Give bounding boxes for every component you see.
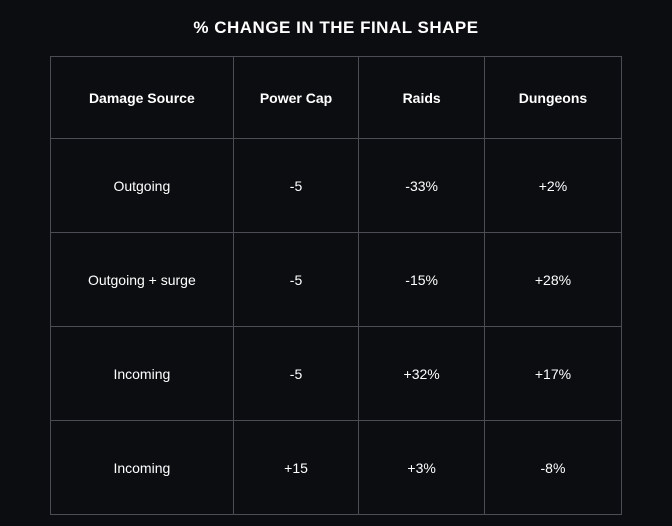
col-header-raids: Raids xyxy=(359,57,485,139)
cell-power-cap: +15 xyxy=(233,421,359,515)
cell-raids: -15% xyxy=(359,233,485,327)
cell-dungeons: -8% xyxy=(484,421,621,515)
col-header-power-cap: Power Cap xyxy=(233,57,359,139)
table-title: % CHANGE IN THE FINAL SHAPE xyxy=(50,18,622,38)
table-row: Incoming -5 +32% +17% xyxy=(51,327,622,421)
col-header-damage-source: Damage Source xyxy=(51,57,234,139)
cell-raids: -33% xyxy=(359,139,485,233)
cell-damage-source: Outgoing + surge xyxy=(51,233,234,327)
cell-damage-source: Incoming xyxy=(51,327,234,421)
cell-raids: +3% xyxy=(359,421,485,515)
cell-power-cap: -5 xyxy=(233,139,359,233)
col-header-dungeons: Dungeons xyxy=(484,57,621,139)
cell-damage-source: Incoming xyxy=(51,421,234,515)
table-header-row: Damage Source Power Cap Raids Dungeons xyxy=(51,57,622,139)
cell-dungeons: +2% xyxy=(484,139,621,233)
cell-damage-source: Outgoing xyxy=(51,139,234,233)
cell-raids: +32% xyxy=(359,327,485,421)
cell-power-cap: -5 xyxy=(233,233,359,327)
cell-dungeons: +17% xyxy=(484,327,621,421)
table-row: Outgoing -5 -33% +2% xyxy=(51,139,622,233)
cell-dungeons: +28% xyxy=(484,233,621,327)
change-table: Damage Source Power Cap Raids Dungeons O… xyxy=(50,56,622,515)
table-row: Incoming +15 +3% -8% xyxy=(51,421,622,515)
table-row: Outgoing + surge -5 -15% +28% xyxy=(51,233,622,327)
cell-power-cap: -5 xyxy=(233,327,359,421)
